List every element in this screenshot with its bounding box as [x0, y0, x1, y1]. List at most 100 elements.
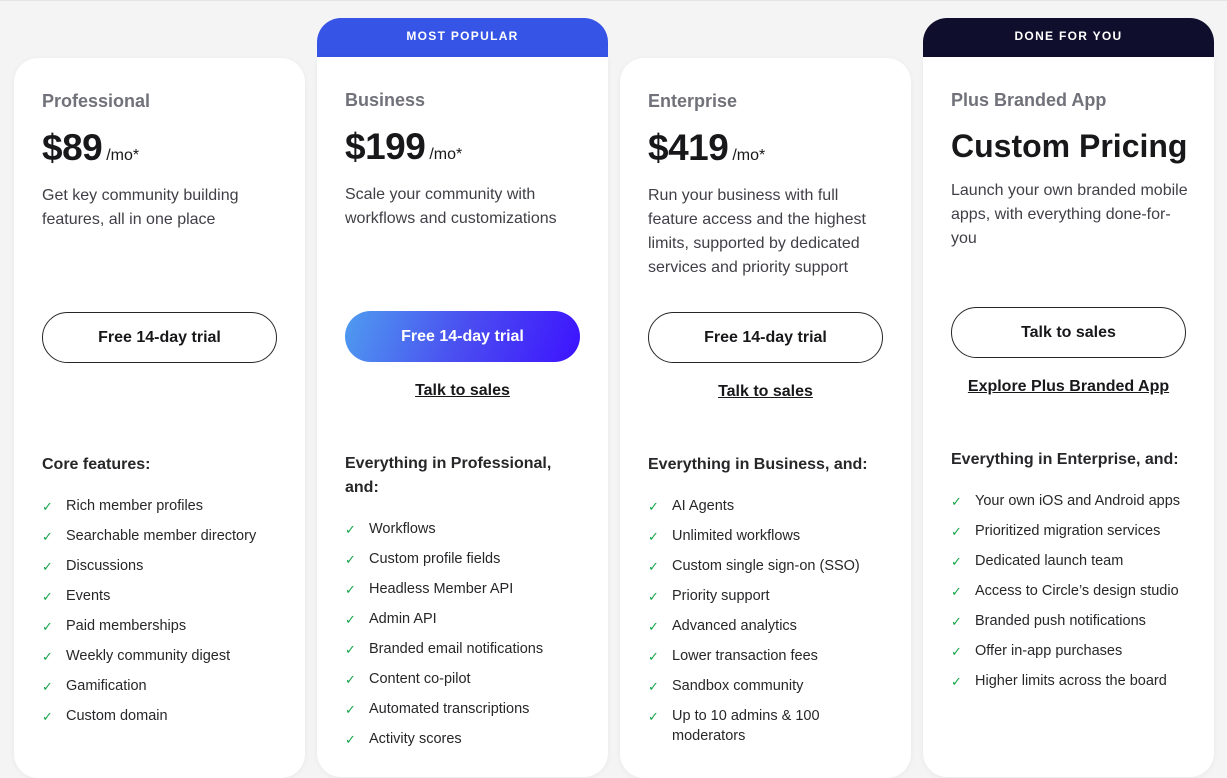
- feature-label: Unlimited workflows: [672, 528, 801, 544]
- feature-label: Access to Circle’s design studio: [975, 583, 1179, 599]
- plan-description: Scale your community with workflows and …: [345, 186, 557, 227]
- explore-plus-branded-app-link[interactable]: Explore Plus Branded App: [967, 378, 1170, 395]
- feature-label: Searchable member directory: [66, 528, 257, 544]
- feature-label: Paid memberships: [66, 618, 187, 634]
- plan-price: $199/mo*: [345, 126, 462, 168]
- feature-item: ✓ Weekly community digest: [42, 646, 282, 668]
- check-icon: ✓: [951, 494, 962, 509]
- feature-item: ✓ Dedicated launch team: [951, 551, 1191, 573]
- check-icon: ✓: [951, 554, 962, 569]
- feature-item: ✓ Offer in-app purchases: [951, 641, 1191, 663]
- check-icon: ✓: [648, 499, 659, 514]
- talk-to-sales-link[interactable]: Talk to sales: [718, 383, 813, 400]
- plan-card-enterprise: Enterprise $419/mo* Run your business wi…: [620, 58, 911, 778]
- feature-label: Advanced analytics: [672, 618, 797, 634]
- check-icon: ✓: [345, 672, 356, 687]
- feature-list: ✓ Workflows ✓ Custom profile fields ✓ Headles…: [345, 519, 585, 759]
- check-icon: ✓: [345, 642, 356, 657]
- feature-item: ✓ Your own iOS and Android apps: [951, 491, 1191, 513]
- feature-label: Higher limits across the board: [975, 673, 1167, 689]
- feature-item: ✓ Advanced analytics: [648, 616, 888, 638]
- feature-item: ✓ Headless Member API: [345, 579, 585, 601]
- check-icon: ✓: [648, 589, 659, 604]
- feature-label: Up to 10 admins & 100 moderators: [672, 708, 820, 744]
- feature-item: ✓ Activity scores: [345, 729, 585, 751]
- feature-label: Automated transcriptions: [369, 701, 530, 717]
- top-divider: [0, 0, 1227, 1]
- feature-item: ✓ Priority support: [648, 586, 888, 608]
- check-icon: ✓: [42, 679, 53, 694]
- feature-item: ✓ Events: [42, 586, 282, 608]
- most-popular-badge: MOST POPULAR: [317, 18, 608, 57]
- check-icon: ✓: [345, 732, 356, 747]
- plan-description: Run your business with full feature acce…: [648, 187, 866, 276]
- check-icon: ✓: [42, 499, 53, 514]
- check-icon: ✓: [42, 649, 53, 664]
- price-amount: $89: [42, 127, 103, 168]
- plan-name: Enterprise: [648, 91, 738, 111]
- talk-to-sales-link[interactable]: Talk to sales: [415, 382, 510, 399]
- plan-card-business: Business $199/mo* Scale your community w…: [317, 57, 608, 777]
- feature-item: ✓ Prioritized migration services: [951, 521, 1191, 543]
- feature-label: Sandbox community: [672, 678, 804, 694]
- feature-label: Gamification: [66, 678, 147, 694]
- feature-item: ✓ Branded push notifications: [951, 611, 1191, 633]
- free-trial-button[interactable]: Free 14-day trial: [345, 311, 580, 362]
- plan-description: Get key community building features, all…: [42, 187, 239, 228]
- feature-label: Content co-pilot: [369, 671, 471, 687]
- feature-item: ✓ Up to 10 admins & 100 moderators: [648, 706, 888, 746]
- check-icon: ✓: [345, 702, 356, 717]
- check-icon: ✓: [648, 559, 659, 574]
- plan-card-professional: Professional $89/mo* Get key community b…: [14, 58, 305, 778]
- free-trial-button[interactable]: Free 14-day trial: [648, 312, 883, 363]
- feature-item: ✓ Sandbox community: [648, 676, 888, 698]
- feature-label: Custom domain: [66, 708, 168, 724]
- feature-label: Discussions: [66, 558, 144, 574]
- check-icon: ✓: [345, 612, 356, 627]
- feature-label: AI Agents: [672, 498, 735, 514]
- feature-label: Branded push notifications: [975, 613, 1146, 629]
- check-icon: ✓: [951, 674, 962, 689]
- features-heading: Everything in Professional, and:: [345, 455, 552, 496]
- feature-label: Activity scores: [369, 731, 462, 747]
- price-unit: /mo*: [732, 147, 766, 164]
- feature-label: Weekly community digest: [66, 648, 231, 664]
- check-icon: ✓: [648, 529, 659, 544]
- feature-label: Custom profile fields: [369, 551, 501, 567]
- check-icon: ✓: [648, 649, 659, 664]
- check-icon: ✓: [648, 619, 659, 634]
- check-icon: ✓: [648, 679, 659, 694]
- feature-list: ✓ AI Agents ✓ Unlimited workflows ✓ Custom si…: [648, 496, 888, 754]
- plan-card-plus-branded-app: Plus Branded App Custom Pricing Launch y…: [923, 57, 1214, 777]
- check-icon: ✓: [345, 582, 356, 597]
- price-amount: $419: [648, 127, 729, 168]
- features-heading: Core features:: [42, 456, 151, 473]
- plan-price: Custom Pricing: [951, 128, 1188, 164]
- feature-item: ✓ Access to Circle’s design studio: [951, 581, 1191, 603]
- feature-label: Branded email notifications: [369, 641, 544, 657]
- done-for-you-badge: DONE FOR YOU: [923, 18, 1214, 57]
- check-icon: ✓: [345, 522, 356, 537]
- plan-description: Launch your own branded mobile apps, wit…: [951, 182, 1188, 247]
- feature-list: ✓ Your own iOS and Android apps ✓ Prioritiz…: [951, 491, 1191, 701]
- feature-item: ✓ Custom profile fields: [345, 549, 585, 571]
- free-trial-button[interactable]: Free 14-day trial: [42, 312, 277, 363]
- feature-label: Prioritized migration services: [975, 523, 1161, 539]
- feature-label: Custom single sign-on (SSO): [672, 558, 860, 574]
- feature-item: ✓ Custom domain: [42, 706, 282, 728]
- feature-item: ✓ Lower transaction fees: [648, 646, 888, 668]
- check-icon: ✓: [42, 619, 53, 634]
- feature-label: Admin API: [369, 611, 437, 627]
- check-icon: ✓: [42, 529, 53, 544]
- talk-to-sales-button[interactable]: Talk to sales: [951, 307, 1186, 358]
- feature-item: ✓ Workflows: [345, 519, 585, 541]
- feature-label: Rich member profiles: [66, 498, 203, 514]
- feature-item: ✓ Custom single sign-on (SSO): [648, 556, 888, 578]
- feature-label: Dedicated launch team: [975, 553, 1124, 569]
- feature-item: ✓ Searchable member directory: [42, 526, 282, 548]
- feature-item: ✓ Gamification: [42, 676, 282, 698]
- plan-price: $89/mo*: [42, 127, 139, 169]
- price-unit: /mo*: [106, 147, 140, 164]
- plan-price: $419/mo*: [648, 127, 765, 169]
- feature-item: ✓ Admin API: [345, 609, 585, 631]
